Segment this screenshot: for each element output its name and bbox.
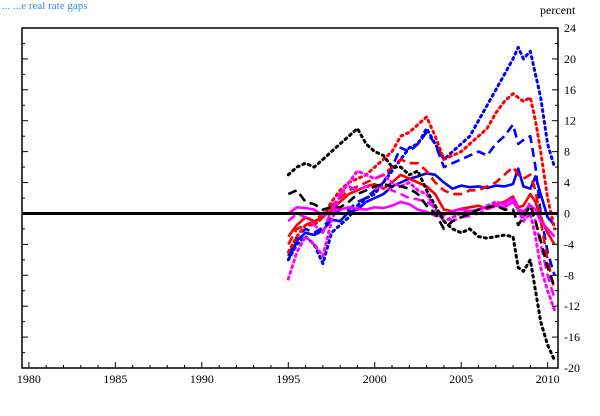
x-tick-label: 2010 [536, 372, 560, 386]
plot-frame [21, 27, 559, 369]
y-axis-title: percent [540, 3, 576, 17]
y-tick-label: 8 [564, 145, 570, 159]
y-tick-label: 24 [564, 21, 576, 35]
x-tick-label: 1995 [276, 372, 300, 386]
x-tick-label: 1990 [190, 372, 214, 386]
y-tick-label: 20 [564, 52, 576, 66]
series-line-1 [287, 167, 556, 261]
y-axis: 24 20 16 12 8 4 0 -4 -8 -12 -16 -20 [22, 21, 580, 375]
series-layer [286, 45, 556, 362]
y-tick-label: -12 [564, 299, 580, 313]
series-line-11 [286, 127, 556, 362]
y-tick-label: -16 [564, 330, 580, 344]
series-line-6 [286, 92, 556, 254]
y-tick-label: 16 [564, 83, 576, 97]
x-tick-label: 1980 [17, 372, 41, 386]
x-axis: 1980 1985 1990 1995 2000 2005 2010 [17, 362, 560, 386]
series-line-4 [287, 173, 556, 246]
x-tick-label: 2000 [363, 372, 387, 386]
x-tick-label: 1985 [103, 372, 127, 386]
y-tick-label: -4 [564, 237, 574, 251]
series-line-10 [287, 182, 556, 288]
y-tick-label: 4 [564, 176, 570, 190]
x-tick-label: 2005 [449, 372, 473, 386]
y-tick-label: -8 [564, 268, 574, 282]
y-tick-label: 0 [564, 206, 570, 220]
plot-area [21, 27, 559, 369]
caption-fragment: ... ...e real rate gaps [2, 0, 88, 12]
y-tick-label: -20 [564, 361, 580, 375]
series-line-3 [286, 45, 556, 266]
y-tick-label: 12 [564, 114, 576, 128]
